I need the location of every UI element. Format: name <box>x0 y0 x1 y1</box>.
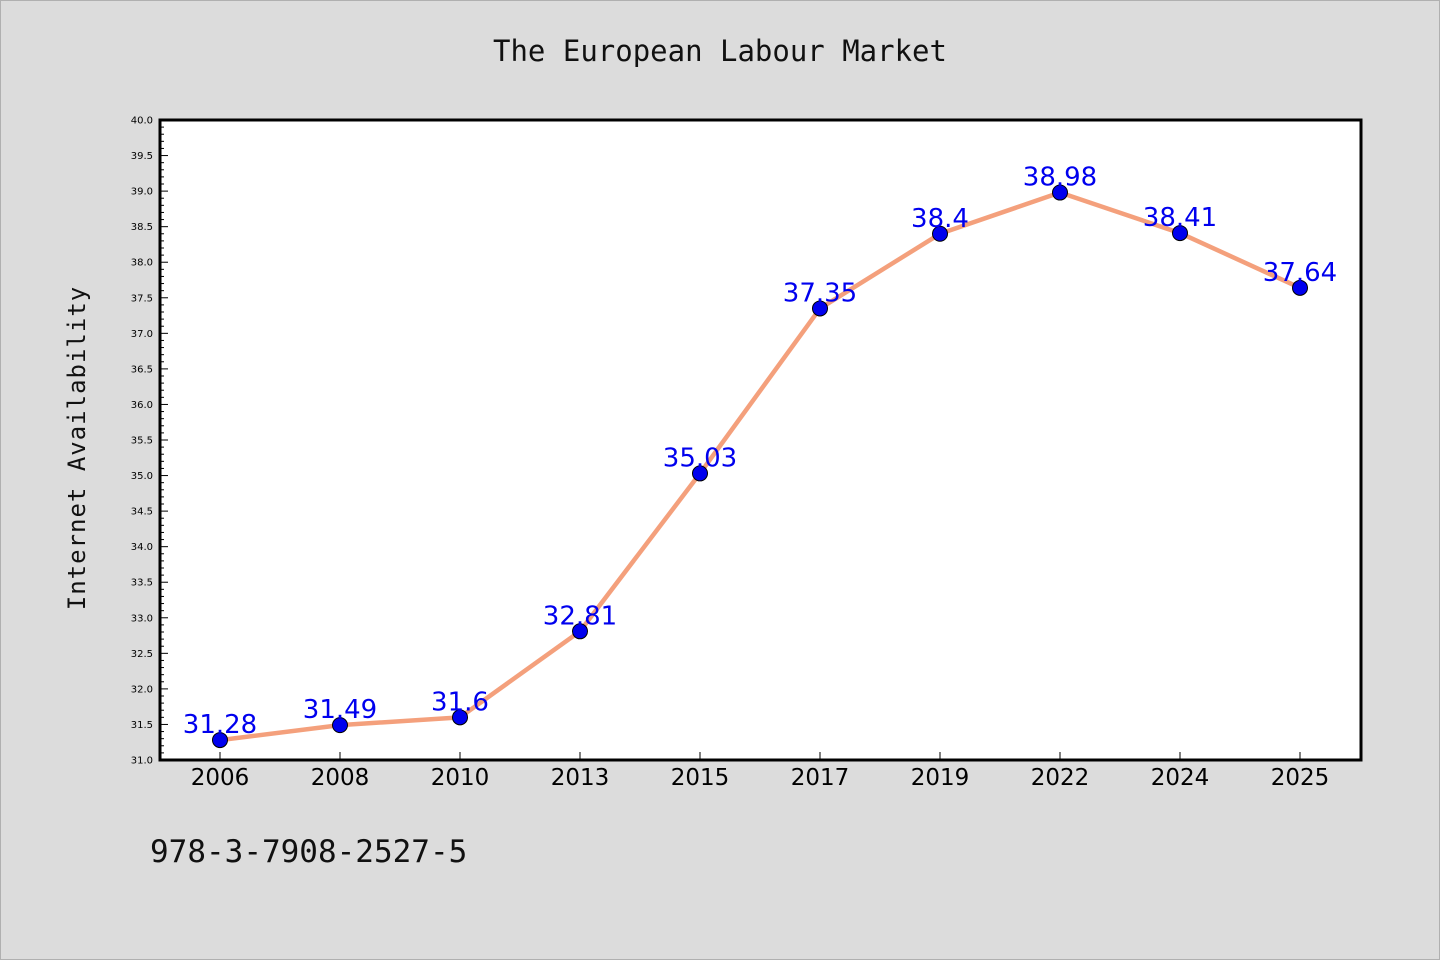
data-point <box>572 623 588 640</box>
data-point <box>1172 225 1188 242</box>
y-tick-label: 31.5 <box>131 720 153 731</box>
series-line <box>217 190 1303 743</box>
x-tick-label: 2015 <box>671 765 730 791</box>
data-label: 35.03 <box>663 443 737 473</box>
data-label: 37.35 <box>783 278 857 308</box>
data-point <box>1052 184 1068 201</box>
y-tick-label: 31.0 <box>131 756 153 767</box>
y-tick-label: 32.0 <box>131 684 153 695</box>
y-tick-label: 33.5 <box>131 578 153 589</box>
data-label: 38.41 <box>1143 203 1217 233</box>
y-tick-label: 35.0 <box>131 471 153 482</box>
data-label: 38.4 <box>911 204 969 234</box>
x-tick-label: 2022 <box>1031 765 1090 791</box>
y-tick-label: 32.5 <box>131 649 153 660</box>
data-point <box>692 465 708 482</box>
x-tick-label: 2017 <box>791 765 850 791</box>
data-label: 31.6 <box>431 687 489 717</box>
y-tick-label: 39.5 <box>131 151 153 162</box>
y-tick-label: 34.5 <box>131 507 153 518</box>
data-point <box>332 717 348 734</box>
x-tick-label: 2008 <box>311 765 370 791</box>
data-point <box>452 709 468 726</box>
chart-title: The European Labour Market <box>493 34 947 68</box>
y-tick-label: 36.5 <box>131 364 153 375</box>
y-axis-ticks: 31.0 31.5 32.0 32.5 33.0 33.5 34.0 34.5 35.0 35.5… <box>131 116 168 767</box>
x-tick-label: 2006 <box>191 765 250 791</box>
y-tick-label: 39.0 <box>131 187 153 198</box>
data-point <box>812 300 828 317</box>
series-layer <box>212 184 1308 749</box>
y-tick-label: 37.0 <box>131 329 153 340</box>
x-tick-label: 2019 <box>911 765 970 791</box>
x-tick-label: 2025 <box>1271 765 1330 791</box>
y-tick-label: 33.0 <box>131 613 153 624</box>
data-label: 31.28 <box>183 710 257 740</box>
x-axis-ticks: 2006 2008 2010 2013 2015 2017 2019 2022 2024 2025 <box>191 752 1330 791</box>
data-point <box>932 225 948 242</box>
data-label: 37.64 <box>1263 258 1337 288</box>
data-label: 31.49 <box>303 695 377 725</box>
y-tick-label: 35.5 <box>131 436 153 447</box>
x-tick-label: 2024 <box>1151 765 1210 791</box>
y-tick-label: 38.5 <box>131 222 153 233</box>
y-tick-label: 34.0 <box>131 542 153 553</box>
x-tick-label: 2010 <box>431 765 490 791</box>
data-point <box>1292 279 1308 296</box>
y-tick-label: 38.0 <box>131 258 153 269</box>
data-point <box>212 732 228 749</box>
data-label: 32.81 <box>543 601 617 631</box>
y-tick-label: 36.0 <box>131 400 153 411</box>
isbn-note: 978-3-7908-2527-5 <box>150 834 468 870</box>
data-label-layer: 31.28 31.49 31.6 32.81 35.03 37.35 38.4 38.98 38… <box>183 163 1337 741</box>
data-label: 38.98 <box>1023 163 1097 193</box>
y-tick-label: 37.5 <box>131 293 153 304</box>
x-tick-label: 2013 <box>551 765 610 791</box>
y-tick-label: 40.0 <box>131 116 153 127</box>
